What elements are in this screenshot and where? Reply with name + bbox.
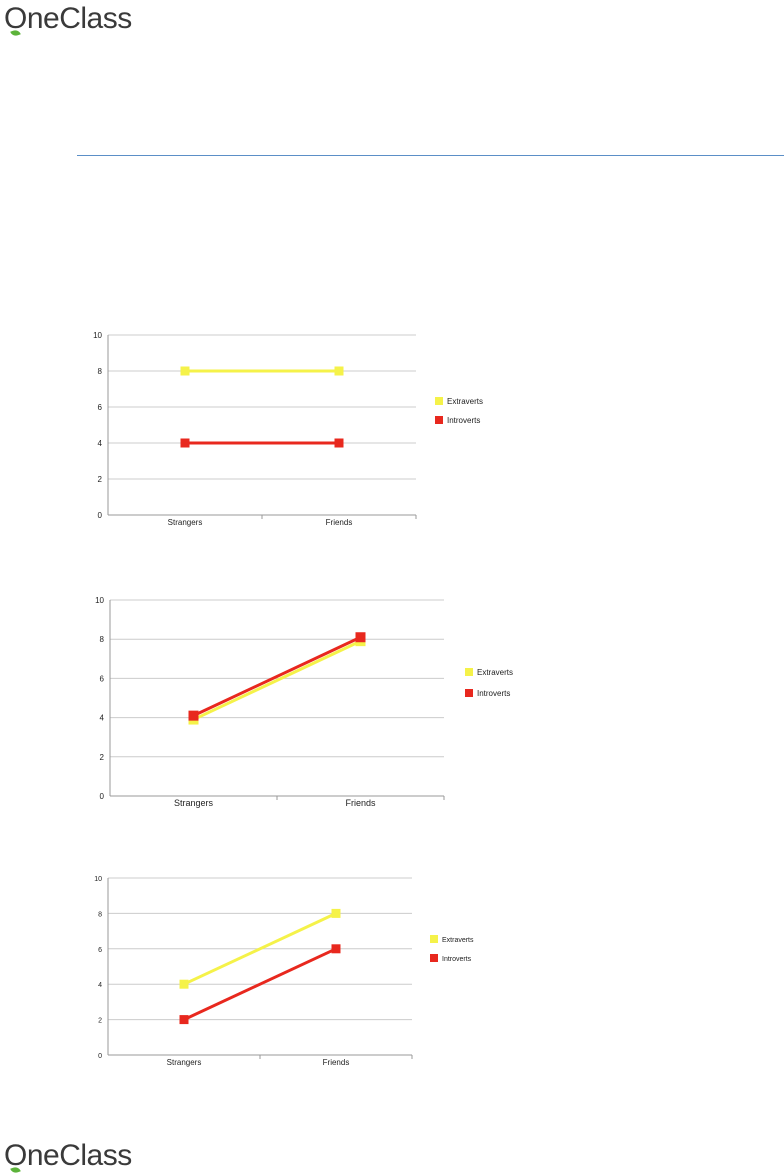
data-point-extraverts: [179, 979, 189, 989]
y-tick-label: 8: [100, 635, 105, 644]
y-tick-label: 4: [98, 982, 102, 989]
y-tick-label: 8: [98, 367, 103, 376]
legend-swatch-introverts: [465, 689, 473, 697]
series-line-introverts: [192, 635, 362, 717]
data-point-introverts: [179, 1015, 189, 1025]
data-point-introverts: [334, 438, 344, 448]
oneclass-logo: OneClass: [4, 2, 132, 38]
legend-swatch-extraverts: [435, 397, 443, 405]
y-tick-label: 0: [98, 1053, 102, 1060]
y-tick-label: 10: [95, 596, 104, 605]
x-category-label: Strangers: [174, 798, 214, 808]
legend-swatch-introverts: [435, 416, 443, 424]
legend-label: Introverts: [477, 689, 510, 698]
line-chart-3: 0 2 4 6 8 10 Strangers Friends Extraverts Introve…: [94, 876, 474, 1067]
header-divider: [77, 155, 784, 156]
line-chart-1: 0 2 4 6 8 10 Strangers Friends Extraverts Introve…: [93, 331, 483, 527]
y-tick-label: 6: [98, 403, 103, 412]
y-tick-label: 2: [100, 753, 105, 762]
y-tick-label: 4: [98, 439, 103, 448]
y-tick-label: 8: [98, 911, 102, 918]
legend-swatch-introverts: [430, 954, 438, 962]
legend-swatch-extraverts: [465, 668, 473, 676]
legend-label: Extraverts: [447, 397, 483, 406]
y-tick-label: 10: [94, 876, 102, 883]
series-line-introverts: [183, 947, 337, 1021]
data-point-introverts: [180, 438, 190, 448]
data-point-introverts: [355, 632, 366, 643]
data-point-extraverts: [334, 366, 344, 376]
data-point-introverts: [188, 710, 199, 721]
logo-text: OneClass: [4, 2, 132, 35]
logo-text: OneClass: [4, 1139, 132, 1172]
y-tick-label: 2: [98, 475, 103, 484]
data-point-extraverts: [331, 908, 341, 918]
legend-label: Introverts: [442, 956, 472, 963]
data-point-extraverts: [180, 366, 190, 376]
x-category-label: Friends: [345, 798, 376, 808]
y-tick-label: 6: [100, 674, 105, 683]
x-category-label: Strangers: [167, 1058, 202, 1067]
y-tick-label: 10: [93, 331, 102, 340]
x-category-label: Friends: [326, 518, 353, 527]
y-tick-label: 0: [98, 511, 103, 520]
y-tick-label: 2: [98, 1018, 102, 1025]
oneclass-logo-footer: OneClass: [4, 1139, 132, 1174]
data-point-introverts: [331, 944, 341, 954]
y-tick-label: 6: [98, 947, 102, 954]
x-category-label: Friends: [323, 1058, 350, 1067]
legend-label: Introverts: [447, 416, 480, 425]
legend-swatch-extraverts: [430, 935, 438, 943]
line-chart-2: 0 2 4 6 8 10 Strangers Friends Extraverts Introve…: [95, 596, 513, 808]
legend-label: Extraverts: [477, 668, 513, 677]
series-line-extraverts: [183, 912, 337, 986]
y-tick-label: 0: [100, 792, 105, 801]
y-tick-label: 4: [100, 714, 105, 723]
series-line-extraverts: [192, 639, 362, 721]
legend-label: Extraverts: [442, 937, 474, 944]
x-category-label: Strangers: [168, 518, 203, 527]
